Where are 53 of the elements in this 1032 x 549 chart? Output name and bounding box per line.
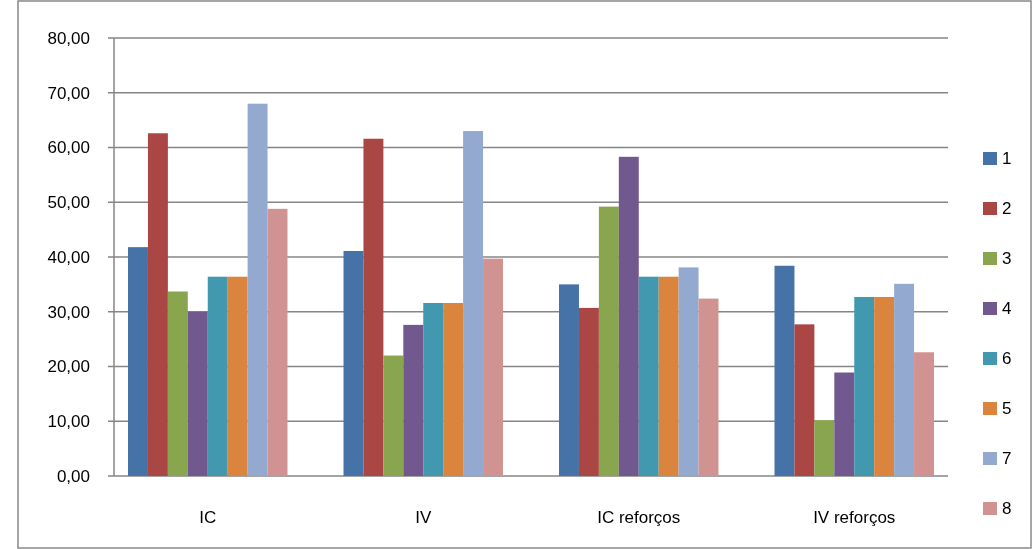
bar	[187, 311, 208, 476]
legend-label: 3	[1002, 248, 1012, 268]
legend-label: 2	[1002, 198, 1012, 218]
bar	[658, 276, 679, 476]
legend-label: 8	[1002, 498, 1012, 518]
legend-label: 7	[1002, 448, 1012, 468]
y-tick-label: 10,00	[47, 412, 90, 432]
y-tick-label: 0,00	[56, 466, 90, 486]
bar	[383, 355, 404, 476]
x-tick-label: IC reforços	[597, 508, 681, 527]
y-tick-label: 20,00	[47, 357, 90, 377]
y-tick-label: 30,00	[47, 302, 90, 322]
bar	[483, 258, 503, 476]
bar	[874, 296, 895, 476]
legend-label: 4	[1002, 298, 1012, 318]
bar	[423, 302, 444, 476]
bar	[914, 352, 934, 476]
legend-label: 1	[1002, 148, 1012, 168]
x-tick-label: IV reforços	[813, 508, 896, 527]
bar	[343, 250, 364, 476]
bar	[774, 265, 795, 476]
bar	[578, 307, 599, 476]
bar	[834, 372, 855, 476]
x-tick-label: IV	[415, 508, 432, 527]
bar	[363, 138, 384, 476]
y-tick-label: 80,00	[47, 28, 90, 48]
bar	[147, 133, 168, 476]
bar	[559, 284, 579, 476]
y-tick-label: 50,00	[47, 193, 90, 213]
bar	[443, 302, 464, 476]
bar	[618, 156, 639, 476]
bar	[207, 276, 228, 476]
bar	[247, 103, 268, 476]
y-tick-label: 40,00	[47, 247, 90, 267]
bar	[814, 420, 835, 476]
y-tick-label: 70,00	[47, 83, 90, 103]
bar	[227, 276, 248, 476]
bar	[128, 247, 148, 476]
bar	[678, 267, 699, 476]
x-tick-label: IC	[199, 508, 217, 527]
legend-label: 6	[1002, 348, 1012, 368]
bar	[463, 131, 484, 476]
y-tick-label: 60,00	[47, 138, 90, 158]
bar	[894, 283, 915, 476]
legend-label: 5	[1002, 398, 1012, 418]
bar	[403, 324, 424, 476]
bar	[794, 324, 815, 476]
bar	[638, 276, 659, 476]
bar	[698, 298, 719, 476]
bar	[267, 208, 288, 476]
bar	[854, 296, 875, 476]
bar	[598, 206, 619, 476]
bar	[167, 291, 188, 476]
